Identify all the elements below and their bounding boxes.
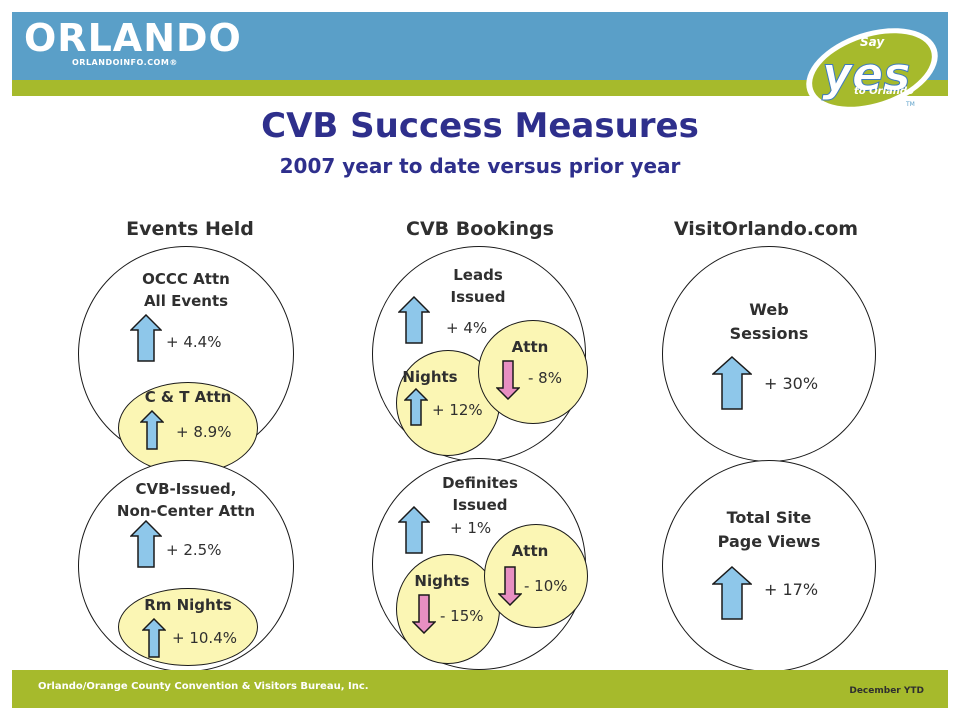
leads-issued-value: + 4%: [446, 319, 488, 337]
page-views-value: + 17%: [764, 580, 819, 599]
definites-issued-label: Definites Issued: [442, 474, 518, 514]
footer-org: Orlando/Orange County Convention & Visit…: [38, 681, 369, 692]
rm-nights-value: + 10.4%: [172, 629, 237, 647]
bookings-bottom-nights-value: - 15%: [440, 607, 484, 625]
down-arrow-icon: [498, 566, 522, 606]
page-views-label: Total Site Page Views: [717, 508, 821, 551]
page-subtitle: 2007 year to date versus prior year: [279, 154, 681, 178]
up-arrow-icon: [140, 410, 164, 450]
cvb-issued-attn-value: + 2.5%: [166, 541, 222, 559]
down-arrow-icon: [496, 360, 520, 400]
web-sessions-value: + 30%: [764, 374, 819, 393]
bookings-top-attn-circle: [478, 320, 588, 424]
column-heading-web: VisitOrlando.com: [673, 218, 859, 240]
up-arrow-icon: [712, 356, 752, 410]
footer-period: December YTD: [849, 686, 924, 696]
page-title: CVB Success Measures: [261, 106, 699, 146]
leads-issued-label: Leads Issued: [450, 266, 506, 306]
badge-say: Say: [860, 35, 885, 49]
bookings-bottom-attn-circle: [484, 524, 588, 628]
up-arrow-icon: [142, 618, 166, 658]
bookings-bottom-nights-label: Nights: [414, 572, 470, 590]
web-top-circle: [662, 246, 876, 462]
column-heading-events: Events Held: [126, 218, 254, 240]
bookings-top-attn-value: - 8%: [528, 369, 562, 387]
up-arrow-icon: [398, 506, 430, 554]
down-arrow-icon: [412, 594, 436, 634]
say-yes-badge: Say yes to Orlando TM: [806, 28, 938, 112]
footer-bar: [12, 670, 948, 708]
bookings-bottom-attn-value: - 10%: [524, 577, 568, 595]
bookings-bottom-attn-label: Attn: [511, 542, 549, 560]
logo-subtext: ORLANDOINFO.COM®: [72, 58, 178, 67]
badge-yes: yes: [822, 47, 911, 101]
c-t-attn-value: + 8.9%: [176, 423, 232, 441]
column-heading-bookings: CVB Bookings: [406, 218, 554, 240]
definites-issued-value: + 1%: [450, 519, 492, 537]
up-arrow-icon: [712, 566, 752, 620]
up-arrow-icon: [404, 388, 428, 426]
web-bottom-circle: [662, 460, 876, 672]
cvb-issued-attn-label: CVB-Issued, Non-Center Attn: [116, 480, 256, 520]
occc-attn-label: OCCC Attn All Events: [142, 270, 230, 310]
rm-nights-label: Rm Nights: [144, 596, 232, 614]
header-bar: [12, 12, 948, 80]
badge-tm: TM: [905, 101, 915, 108]
bookings-top-attn-label: Attn: [511, 338, 549, 356]
events-held-bottom-inner-circle: [118, 588, 258, 666]
bookings-bottom-nights-circle: [396, 554, 500, 664]
up-arrow-icon: [398, 296, 430, 344]
web-sessions-label: Web Sessions: [729, 300, 809, 343]
logo-text: ORLANDO: [24, 16, 242, 60]
bookings-top-nights-value: + 12%: [432, 401, 483, 419]
header-stripe: [12, 80, 948, 96]
c-t-attn-label: C & T Attn: [144, 388, 232, 406]
occc-attn-value: + 4.4%: [166, 333, 222, 351]
bookings-top-nights-label: Nights: [402, 368, 458, 386]
up-arrow-icon: [130, 520, 162, 568]
orlando-logo: ORLANDO ORLANDOINFO.COM®: [24, 16, 242, 67]
up-arrow-icon: [130, 314, 162, 362]
badge-to-orlando: to Orlando: [854, 86, 914, 97]
